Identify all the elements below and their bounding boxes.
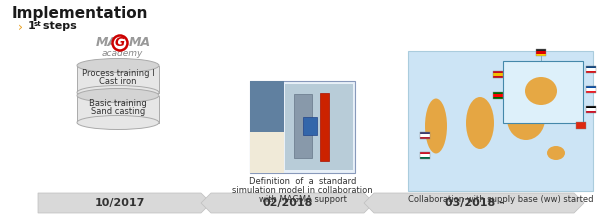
Bar bbox=[586, 91, 596, 93]
Bar bbox=[586, 88, 596, 91]
Text: 10/2017: 10/2017 bbox=[94, 198, 145, 208]
Bar bbox=[420, 157, 430, 159]
Bar bbox=[586, 71, 596, 73]
Bar bbox=[536, 54, 546, 56]
Bar bbox=[493, 71, 503, 73]
Bar bbox=[493, 73, 503, 76]
Bar bbox=[586, 66, 596, 68]
Text: MA: MA bbox=[129, 36, 151, 50]
Text: Cast iron: Cast iron bbox=[99, 78, 137, 86]
Bar bbox=[284, 84, 353, 170]
Bar bbox=[250, 81, 355, 173]
Bar bbox=[250, 81, 284, 131]
Ellipse shape bbox=[547, 146, 565, 160]
Bar bbox=[420, 132, 430, 134]
Text: Sand casting: Sand casting bbox=[91, 107, 145, 116]
Ellipse shape bbox=[77, 116, 159, 130]
Bar bbox=[408, 51, 593, 191]
Bar bbox=[586, 106, 596, 113]
Circle shape bbox=[113, 36, 128, 51]
Text: Basic training: Basic training bbox=[89, 99, 147, 109]
Bar bbox=[536, 49, 546, 51]
Bar bbox=[77, 65, 159, 93]
Bar bbox=[586, 66, 596, 73]
Bar bbox=[294, 94, 312, 158]
Polygon shape bbox=[38, 193, 211, 213]
Bar bbox=[420, 134, 430, 137]
Text: st: st bbox=[34, 21, 42, 27]
Bar bbox=[536, 51, 546, 54]
Text: Collaboration with supply base (ww) started: Collaboration with supply base (ww) star… bbox=[408, 195, 593, 204]
Text: Definition  of  a  standard: Definition of a standard bbox=[249, 177, 356, 186]
Bar bbox=[493, 92, 503, 99]
Text: with MAGMA support: with MAGMA support bbox=[259, 195, 346, 204]
Polygon shape bbox=[201, 193, 374, 213]
Bar bbox=[586, 111, 596, 113]
Bar bbox=[576, 127, 586, 129]
Bar bbox=[493, 71, 503, 78]
Polygon shape bbox=[364, 193, 584, 213]
Ellipse shape bbox=[507, 98, 545, 140]
Bar bbox=[250, 131, 284, 173]
Text: 02/2018: 02/2018 bbox=[262, 198, 313, 208]
Bar bbox=[586, 68, 596, 71]
Bar bbox=[586, 86, 596, 88]
Bar bbox=[302, 117, 317, 135]
Bar bbox=[576, 122, 586, 129]
Text: steps: steps bbox=[39, 21, 77, 31]
Bar bbox=[420, 154, 430, 157]
Bar bbox=[536, 49, 546, 56]
Bar bbox=[420, 152, 430, 159]
Ellipse shape bbox=[77, 86, 159, 99]
Bar bbox=[576, 124, 586, 127]
Bar bbox=[493, 76, 503, 78]
Text: simulation model in collaboration: simulation model in collaboration bbox=[232, 186, 373, 195]
Text: academy: academy bbox=[101, 50, 143, 59]
Bar bbox=[493, 92, 503, 94]
Ellipse shape bbox=[466, 97, 494, 149]
Ellipse shape bbox=[77, 59, 159, 72]
Text: ›: › bbox=[18, 21, 23, 34]
Ellipse shape bbox=[77, 88, 159, 103]
Bar bbox=[576, 122, 586, 124]
Ellipse shape bbox=[425, 99, 447, 154]
Bar bbox=[503, 61, 583, 123]
Bar bbox=[586, 86, 596, 93]
Bar bbox=[586, 106, 596, 108]
Bar bbox=[420, 152, 430, 154]
Text: G: G bbox=[115, 36, 125, 50]
Text: 03/2018 -: 03/2018 - bbox=[445, 198, 503, 208]
Ellipse shape bbox=[525, 77, 557, 105]
Text: Process training I: Process training I bbox=[82, 69, 154, 78]
Text: Implementation: Implementation bbox=[12, 6, 149, 21]
Bar bbox=[586, 108, 596, 111]
Bar bbox=[320, 93, 329, 161]
Text: 1: 1 bbox=[28, 21, 36, 31]
Text: MA: MA bbox=[96, 36, 118, 50]
Bar bbox=[77, 95, 159, 122]
Bar bbox=[493, 94, 503, 97]
Bar bbox=[420, 132, 430, 139]
Bar bbox=[420, 137, 430, 139]
Bar bbox=[493, 97, 503, 99]
